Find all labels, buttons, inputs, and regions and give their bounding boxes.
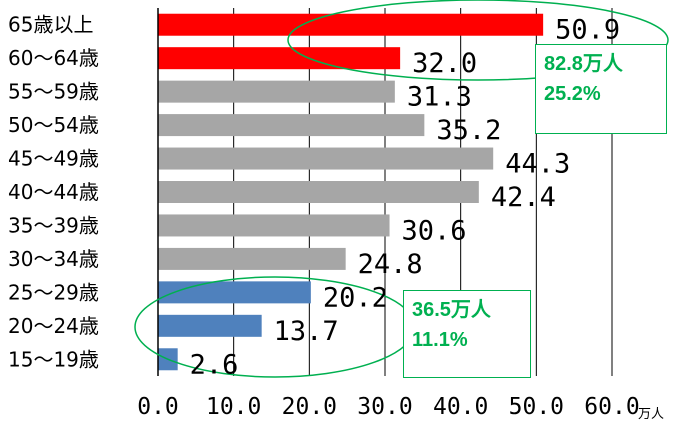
category-label: 20〜24歳 — [8, 314, 99, 338]
callout-older: 82.8万人 25.2% — [535, 44, 667, 134]
bar — [158, 114, 425, 137]
x-tick-label: 30.0 — [357, 394, 412, 420]
x-tick-label: 0.0 — [137, 394, 179, 420]
bar — [158, 147, 494, 170]
value-label: 2.6 — [190, 349, 239, 380]
x-unit-label: 万人 — [638, 407, 664, 422]
category-label: 25〜29歳 — [8, 280, 99, 304]
category-label: 60〜64歳 — [8, 46, 99, 70]
value-label: 42.4 — [491, 182, 556, 213]
category-label: 40〜44歳 — [8, 180, 99, 204]
bar — [158, 247, 346, 270]
callout-younger: 36.5万人 11.1% — [403, 290, 531, 378]
bar — [158, 314, 262, 337]
category-label: 55〜59歳 — [8, 80, 99, 104]
value-label: 31.3 — [407, 82, 472, 113]
category-label: 15〜19歳 — [8, 347, 99, 371]
bar — [158, 47, 401, 70]
bar — [158, 214, 390, 237]
x-tick-label: 10.0 — [206, 394, 261, 420]
bar — [158, 281, 311, 304]
value-label: 30.6 — [402, 215, 467, 246]
value-label: 35.2 — [436, 115, 501, 146]
category-label: 50〜54歳 — [8, 113, 99, 137]
x-tick-labels: 0.0 10.0 20.0 30.0 40.0 50.0 60.0 — [137, 394, 639, 420]
callout-younger-line2: 11.1% — [412, 329, 468, 351]
bar — [158, 13, 544, 36]
x-tick-label: 50.0 — [509, 394, 564, 420]
value-labels: 50.9 32.031.335.244.342.4 30.624.820.213.7… — [190, 15, 621, 381]
category-labels: 65歳以上 60〜64歳 55〜59歳 50〜54歳 45〜49歳 40〜44歳 35〜39… — [8, 13, 99, 372]
callout-older-line1: 82.8万人 — [544, 53, 623, 75]
bar — [158, 80, 395, 103]
category-label: 30〜34歳 — [8, 247, 99, 271]
x-tick-label: 60.0 — [584, 394, 639, 420]
value-label: 44.3 — [505, 149, 570, 180]
x-tick-label: 20.0 — [282, 394, 337, 420]
category-label: 65歳以上 — [8, 13, 93, 37]
callout-ellipse-older — [287, 0, 669, 81]
value-label: 50.9 — [555, 15, 620, 46]
value-label: 20.2 — [323, 282, 388, 313]
value-label: 24.8 — [358, 249, 423, 280]
x-tick-label: 40.0 — [433, 394, 488, 420]
value-label: 13.7 — [274, 316, 339, 347]
callout-older-line2: 25.2% — [544, 83, 601, 105]
category-label: 45〜49歳 — [8, 147, 99, 171]
value-label: 32.0 — [412, 48, 477, 79]
category-label: 35〜39歳 — [8, 213, 99, 237]
bar — [158, 181, 479, 203]
callout-younger-line1: 36.5万人 — [412, 299, 491, 321]
